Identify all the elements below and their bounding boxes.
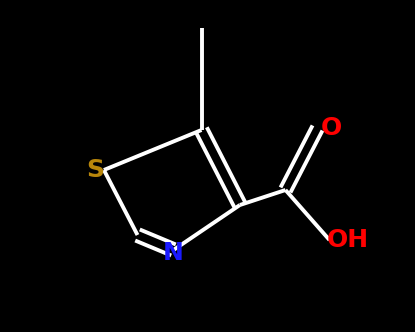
Text: O: O [321,116,342,140]
Text: OH: OH [327,228,369,252]
Text: S: S [87,158,105,182]
Text: N: N [163,241,184,265]
